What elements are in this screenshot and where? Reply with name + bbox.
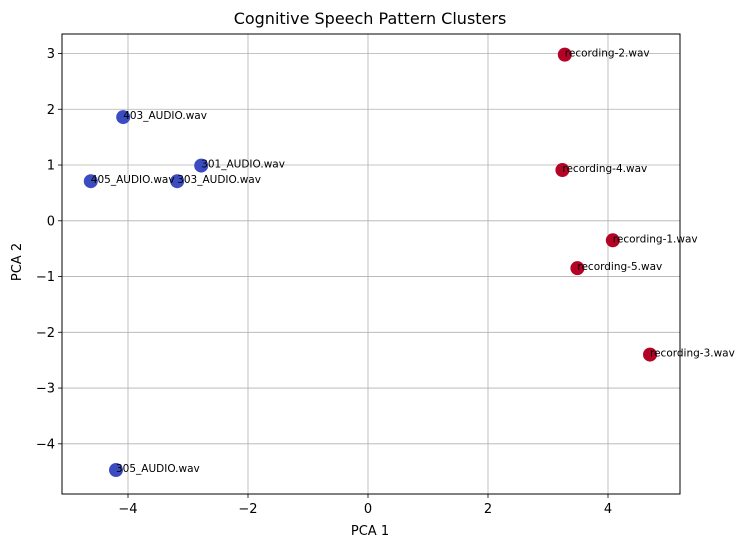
y-tick-label: −3: [36, 382, 55, 397]
data-point: [109, 463, 123, 478]
data-points: [83, 47, 657, 478]
y-tick-label: 0: [47, 214, 55, 229]
point-label: recording-3.wav: [650, 348, 735, 360]
point-label: 403_AUDIO.wav: [123, 110, 207, 122]
point-label: recording-5.wav: [577, 261, 662, 273]
grid-lines: [62, 34, 680, 494]
plot-frame: [61, 33, 681, 495]
data-point: [116, 110, 131, 125]
y-axis-label: PCA 2: [10, 243, 25, 281]
point-label: 405_AUDIO.wav: [91, 174, 175, 186]
y-tick-label: 1: [47, 159, 55, 174]
y-ticks: −4 −3 −2 −1 0 1 2 3: [36, 47, 62, 452]
y-tick-label: −1: [36, 270, 55, 285]
x-tick-label: −2: [238, 502, 257, 517]
x-axis-label: PCA 1: [351, 524, 389, 539]
y-tick-label: 3: [47, 47, 55, 62]
x-tick-label: 4: [604, 502, 612, 517]
data-point: [643, 347, 657, 362]
x-tick-label: 2: [484, 502, 492, 517]
data-point: [555, 163, 570, 178]
point-label: recording-2.wav: [565, 48, 650, 60]
y-tick-label: −4: [36, 437, 55, 452]
x-tick-label: 0: [364, 502, 372, 517]
data-point: [557, 47, 572, 62]
y-tick-label: 2: [47, 103, 55, 118]
y-tick-label: −2: [36, 326, 55, 341]
point-label: 305_AUDIO.wav: [116, 463, 200, 475]
chart-title: Cognitive Speech Pattern Clusters: [234, 9, 507, 28]
x-tick-label: −4: [118, 502, 137, 517]
point-label: recording-1.wav: [613, 233, 698, 245]
point-label: 303_AUDIO.wav: [177, 174, 261, 186]
point-label: 301_AUDIO.wav: [201, 159, 285, 171]
data-point: [170, 174, 185, 189]
data-point: [570, 261, 585, 276]
point-label: recording-4.wav: [562, 163, 647, 175]
data-point: [194, 158, 209, 173]
data-point: [83, 174, 98, 189]
x-ticks: −4 −2 0 2 4: [118, 494, 612, 517]
data-point: [605, 233, 620, 248]
